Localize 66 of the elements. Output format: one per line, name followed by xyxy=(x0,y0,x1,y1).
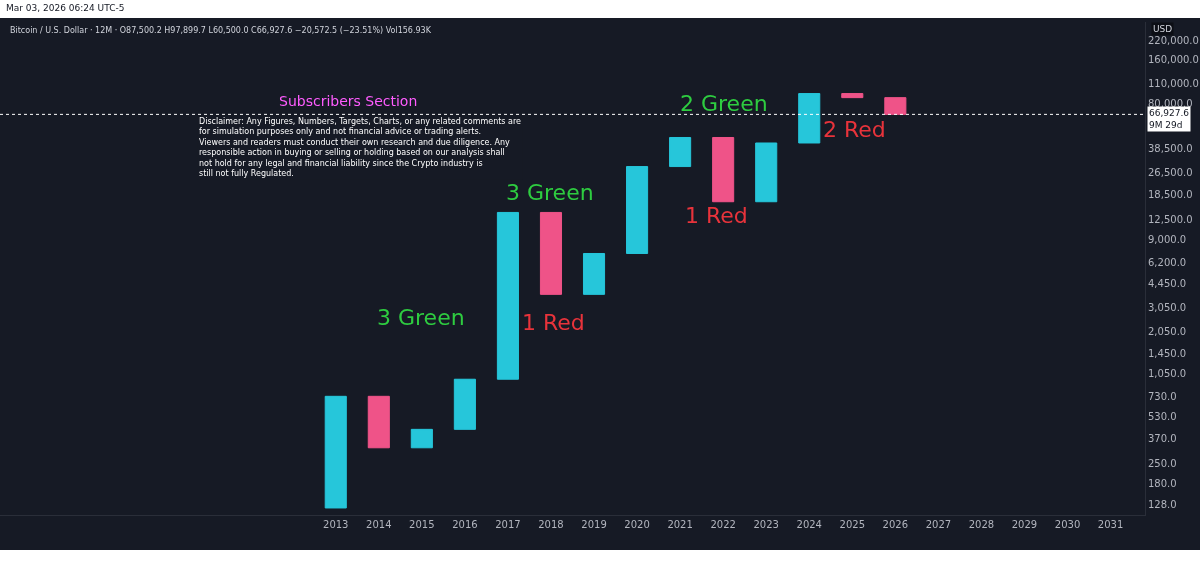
y-tick-label: 2,050.0 xyxy=(1148,326,1187,338)
annotation: 2 Green xyxy=(680,91,768,116)
y-tick-label: 110,000.0 xyxy=(1148,77,1199,89)
y-tick-label: 250.0 xyxy=(1148,457,1177,469)
x-tick-label: 2023 xyxy=(753,519,779,530)
x-tick-label: 2019 xyxy=(581,519,607,530)
x-tick-label: 2031 xyxy=(1097,519,1124,530)
y-tick-label: 1,050.0 xyxy=(1148,368,1187,380)
annotation: 2 Red xyxy=(823,117,886,142)
y-axis-title: USD xyxy=(1153,24,1173,34)
x-tick-label: 2015 xyxy=(409,519,435,530)
candlestick xyxy=(496,211,519,380)
text: Mar 03, 2026 06:24 UTC-5 xyxy=(6,3,125,13)
x-tick-label: 2026 xyxy=(882,519,909,530)
x-tick-label: 2022 xyxy=(710,519,736,530)
y-tick-label: 9,000.0 xyxy=(1148,234,1187,246)
y-tick-label: 18,500.0 xyxy=(1148,189,1193,201)
candlestick xyxy=(410,428,433,449)
x-tick-label: 2030 xyxy=(1054,519,1081,530)
candlestick xyxy=(841,93,864,99)
y-tick-label: 3,050.0 xyxy=(1148,301,1187,313)
x-tick-label: 2018 xyxy=(538,519,564,530)
y-tick-label: 26,500.0 xyxy=(1148,166,1193,178)
text: Subscribers Section xyxy=(279,93,418,109)
annotation: 1 Red xyxy=(522,310,585,335)
x-tick-label: 2027 xyxy=(925,519,952,530)
annotation: 1 Red xyxy=(685,203,748,228)
candlestick xyxy=(626,166,649,254)
y-tick-label: 6,200.0 xyxy=(1148,257,1187,269)
x-tick-label: 2013 xyxy=(323,519,349,530)
candlestick xyxy=(324,395,347,509)
y-tick-label: 160,000.0 xyxy=(1148,54,1199,66)
candlestick xyxy=(798,93,821,144)
x-tick-label: 2014 xyxy=(366,519,392,530)
y-tick-label: 38,500.0 xyxy=(1148,143,1193,155)
candlestick xyxy=(669,136,692,168)
candlestick xyxy=(712,136,735,203)
y-tick-label: 730.0 xyxy=(1148,390,1177,402)
x-tick-label: 2020 xyxy=(624,519,650,530)
x-tick-label: 2016 xyxy=(452,519,478,530)
candlestick xyxy=(884,97,907,115)
annotation: 3 Green xyxy=(377,305,465,330)
x-tick-label: 2025 xyxy=(839,519,866,530)
y-tick-label: 530.0 xyxy=(1148,410,1177,422)
x-tick-label: 2017 xyxy=(495,519,521,530)
x-tick-label: 2028 xyxy=(968,519,995,530)
y-tick-label: 220,000.0 xyxy=(1148,34,1199,46)
x-tick-label: 2029 xyxy=(1011,519,1038,530)
candlestick xyxy=(367,395,390,449)
x-tick-label: 2021 xyxy=(667,519,693,530)
y-tick-label: 80,000.0 xyxy=(1148,97,1193,109)
candlestick xyxy=(582,252,606,295)
candlestick xyxy=(539,211,563,295)
y-tick-label: 1,450.0 xyxy=(1148,348,1187,359)
text: Disclaimer: Any Figures, Numbers, Targets, Charts, or any related comments are for simulation purposes only and not financial advice or trading alerts. Viewers and readers must conduct their own research and due diligence. Any responsible action in buying or selling or holding based on our analysis shall not hold for any legal and financial liability since the Crypto industry is still not fully Regulated. xyxy=(199,117,522,178)
y-tick-label: 370.0 xyxy=(1148,433,1177,445)
candlestick xyxy=(453,378,476,430)
ref-line-label: 66,927.6 9M 29d xyxy=(1149,108,1190,130)
annotation: 3 Green xyxy=(506,180,594,205)
annotation: Bitcoin / U.S. Dollar · 12M · O87,500.2 H97,899.7 L60,500.0 C66,927.6 −20,572.5 (−23.51%) Vol156.93K xyxy=(10,26,432,35)
x-tick-label: 2024 xyxy=(796,519,822,530)
y-tick-label: 180.0 xyxy=(1148,478,1177,490)
y-tick-label: 12,500.0 xyxy=(1148,213,1193,225)
y-tick-label: 4,450.0 xyxy=(1148,278,1187,290)
candlestick xyxy=(755,142,778,203)
y-tick-label: 128.0 xyxy=(1148,499,1177,511)
